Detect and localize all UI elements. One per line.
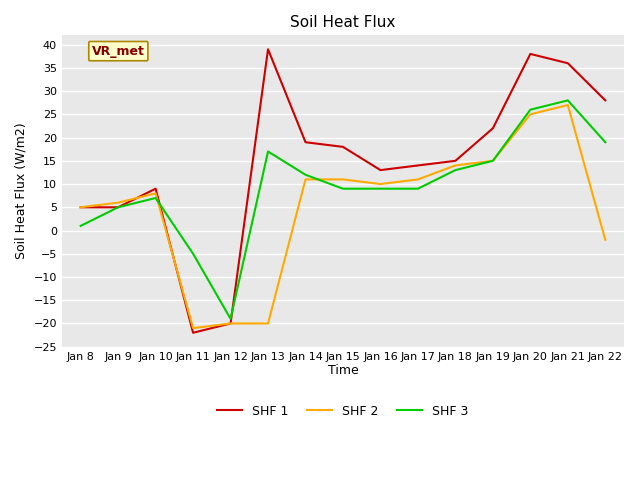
SHF 1 xyxy=(264,47,272,52)
SHF 1 xyxy=(602,97,609,103)
SHF 3 xyxy=(527,107,534,113)
Legend: SHF 1, SHF 2, SHF 3: SHF 1, SHF 2, SHF 3 xyxy=(212,400,474,423)
SHF 2 xyxy=(227,321,234,326)
SHF 2 xyxy=(527,111,534,117)
SHF 3 xyxy=(301,172,309,178)
SHF 2 xyxy=(264,321,272,326)
SHF 1 xyxy=(339,144,347,150)
SHF 2 xyxy=(602,237,609,243)
Line: SHF 2: SHF 2 xyxy=(81,105,605,328)
SHF 1 xyxy=(227,321,234,326)
SHF 2 xyxy=(115,200,122,205)
SHF 1 xyxy=(189,330,197,336)
Line: SHF 1: SHF 1 xyxy=(81,49,605,333)
SHF 3 xyxy=(115,204,122,210)
SHF 1 xyxy=(152,186,159,192)
SHF 1 xyxy=(452,158,460,164)
SHF 1 xyxy=(376,167,384,173)
SHF 2 xyxy=(564,102,572,108)
X-axis label: Time: Time xyxy=(328,364,358,377)
SHF 1 xyxy=(527,51,534,57)
SHF 3 xyxy=(264,149,272,155)
SHF 3 xyxy=(489,158,497,164)
SHF 3 xyxy=(339,186,347,192)
SHF 2 xyxy=(152,191,159,196)
SHF 2 xyxy=(489,158,497,164)
SHF 1 xyxy=(564,60,572,66)
SHF 3 xyxy=(77,223,84,229)
SHF 2 xyxy=(339,177,347,182)
SHF 2 xyxy=(301,177,309,182)
SHF 1 xyxy=(489,125,497,131)
SHF 3 xyxy=(564,97,572,103)
SHF 3 xyxy=(452,167,460,173)
SHF 1 xyxy=(77,204,84,210)
Text: VR_met: VR_met xyxy=(92,45,145,58)
SHF 3 xyxy=(189,251,197,257)
Title: Soil Heat Flux: Soil Heat Flux xyxy=(291,15,396,30)
SHF 1 xyxy=(414,163,422,168)
SHF 2 xyxy=(376,181,384,187)
SHF 2 xyxy=(452,163,460,168)
SHF 2 xyxy=(77,204,84,210)
Y-axis label: Soil Heat Flux (W/m2): Soil Heat Flux (W/m2) xyxy=(15,123,28,259)
SHF 2 xyxy=(189,325,197,331)
SHF 3 xyxy=(414,186,422,192)
SHF 1 xyxy=(301,139,309,145)
SHF 1 xyxy=(115,204,122,210)
Line: SHF 3: SHF 3 xyxy=(81,100,605,319)
SHF 3 xyxy=(602,139,609,145)
SHF 2 xyxy=(414,177,422,182)
SHF 3 xyxy=(227,316,234,322)
SHF 3 xyxy=(376,186,384,192)
SHF 3 xyxy=(152,195,159,201)
